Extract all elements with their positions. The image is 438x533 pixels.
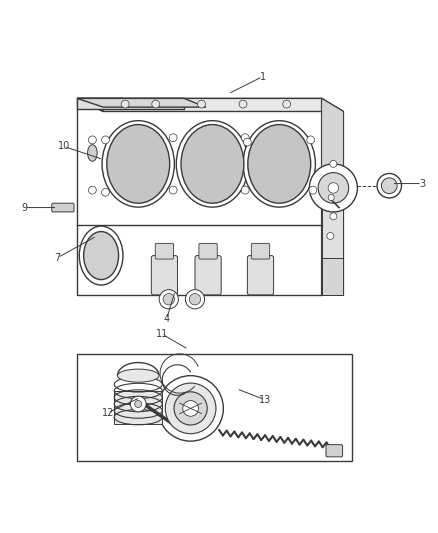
- Circle shape: [174, 392, 207, 425]
- Circle shape: [241, 186, 249, 194]
- Polygon shape: [321, 171, 343, 258]
- Circle shape: [152, 100, 159, 108]
- Circle shape: [198, 100, 205, 108]
- Polygon shape: [321, 258, 343, 295]
- Circle shape: [239, 100, 247, 108]
- Circle shape: [377, 174, 402, 198]
- Ellipse shape: [117, 369, 159, 382]
- Polygon shape: [77, 99, 184, 109]
- Polygon shape: [77, 99, 321, 295]
- Ellipse shape: [88, 144, 97, 161]
- Circle shape: [183, 400, 198, 416]
- Text: 9: 9: [21, 203, 28, 213]
- Ellipse shape: [84, 231, 119, 280]
- FancyBboxPatch shape: [155, 244, 173, 259]
- Circle shape: [88, 136, 96, 144]
- Ellipse shape: [102, 120, 174, 207]
- Circle shape: [309, 186, 317, 194]
- Circle shape: [121, 100, 129, 108]
- FancyBboxPatch shape: [195, 256, 221, 295]
- Circle shape: [169, 134, 177, 142]
- Circle shape: [241, 134, 249, 142]
- Circle shape: [330, 213, 337, 220]
- FancyBboxPatch shape: [52, 203, 74, 212]
- FancyBboxPatch shape: [151, 256, 177, 295]
- Circle shape: [327, 232, 334, 239]
- Circle shape: [169, 186, 177, 194]
- Text: 10: 10: [58, 141, 70, 151]
- Circle shape: [131, 396, 146, 412]
- Circle shape: [102, 136, 110, 144]
- Polygon shape: [77, 99, 343, 111]
- Circle shape: [318, 173, 349, 203]
- Text: 4: 4: [163, 314, 170, 324]
- Ellipse shape: [248, 125, 311, 203]
- Text: 13: 13: [259, 394, 271, 405]
- Circle shape: [307, 136, 314, 144]
- Circle shape: [328, 195, 334, 200]
- Polygon shape: [114, 391, 162, 424]
- Circle shape: [185, 289, 205, 309]
- FancyBboxPatch shape: [199, 244, 217, 259]
- Polygon shape: [321, 99, 343, 295]
- Circle shape: [244, 138, 251, 146]
- Circle shape: [328, 183, 339, 193]
- Circle shape: [330, 160, 337, 167]
- Circle shape: [189, 294, 201, 305]
- Circle shape: [165, 383, 216, 434]
- Ellipse shape: [79, 226, 123, 285]
- Circle shape: [158, 376, 223, 441]
- Ellipse shape: [107, 125, 170, 203]
- Text: 3: 3: [419, 179, 425, 189]
- Circle shape: [88, 186, 96, 194]
- Text: 7: 7: [54, 253, 60, 263]
- Circle shape: [381, 178, 397, 193]
- Circle shape: [102, 188, 110, 196]
- Circle shape: [135, 400, 142, 408]
- Polygon shape: [77, 99, 206, 107]
- Circle shape: [163, 294, 174, 305]
- Ellipse shape: [181, 125, 244, 203]
- Text: 12: 12: [102, 408, 114, 418]
- FancyBboxPatch shape: [326, 445, 343, 457]
- FancyBboxPatch shape: [251, 244, 270, 259]
- Text: 1: 1: [260, 71, 266, 82]
- Circle shape: [159, 289, 178, 309]
- Ellipse shape: [177, 120, 249, 207]
- FancyBboxPatch shape: [247, 256, 274, 295]
- Polygon shape: [321, 99, 343, 171]
- Text: 11: 11: [156, 329, 168, 339]
- Polygon shape: [77, 99, 123, 111]
- Ellipse shape: [243, 120, 315, 207]
- Circle shape: [309, 164, 357, 212]
- Circle shape: [283, 100, 290, 108]
- FancyBboxPatch shape: [77, 354, 352, 461]
